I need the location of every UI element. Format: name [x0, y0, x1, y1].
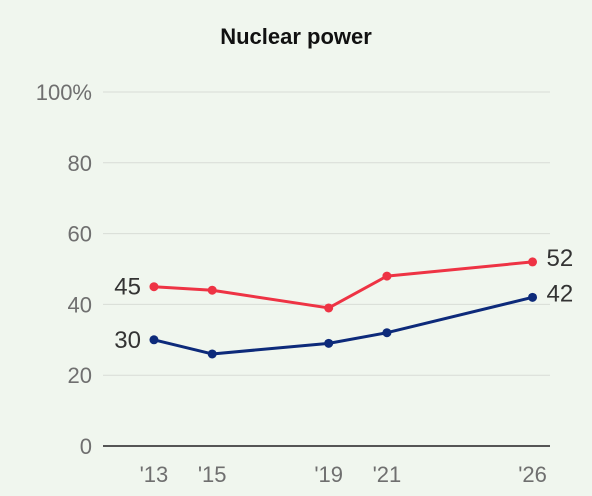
data-point — [382, 271, 392, 281]
data-point — [382, 328, 392, 338]
data-point — [528, 257, 538, 267]
data-point — [207, 285, 217, 295]
x-tick-label: '15 — [198, 462, 227, 487]
series-end-label: 52 — [547, 245, 574, 272]
series-start-label: 45 — [114, 274, 141, 301]
series-line-2 — [153, 295, 533, 356]
data-point — [528, 292, 538, 302]
y-tick-label: 0 — [80, 434, 92, 459]
y-tick-label: 60 — [68, 222, 92, 247]
series-line-1 — [153, 260, 533, 310]
data-point — [324, 303, 334, 313]
data-point — [149, 335, 159, 345]
y-tick-label: 40 — [68, 292, 92, 317]
series-end-label: 42 — [547, 280, 574, 307]
data-point — [149, 282, 159, 292]
data-point — [324, 338, 334, 348]
series-start-label: 30 — [114, 327, 141, 354]
chart-title: Nuclear power — [220, 24, 372, 49]
x-tick-label: '19 — [314, 462, 343, 487]
data-point — [207, 349, 217, 359]
x-tick-label: '21 — [373, 462, 402, 487]
y-tick-label: 20 — [68, 363, 92, 388]
x-tick-label: '26 — [518, 462, 547, 487]
y-tick-label: 100% — [36, 80, 92, 105]
y-tick-label: 80 — [68, 151, 92, 176]
x-tick-label: '13 — [140, 462, 169, 487]
